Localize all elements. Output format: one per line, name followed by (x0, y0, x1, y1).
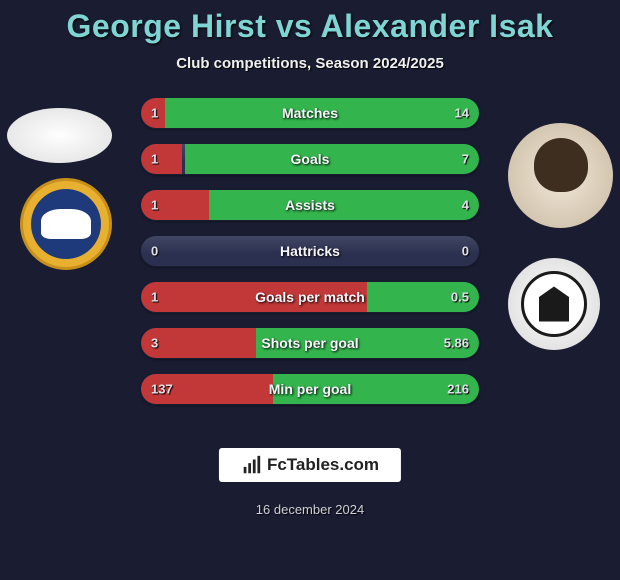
stat-label: Hattricks (280, 243, 340, 259)
stat-value-right: 216 (447, 382, 469, 397)
date-text: 16 december 2024 (256, 502, 364, 517)
club-left-badge-inner (31, 189, 101, 259)
stat-bars-container: 114Matches17Goals14Assists00Hattricks10.… (140, 97, 480, 419)
stat-value-right: 4 (462, 198, 469, 213)
stat-value-left: 1 (151, 198, 158, 213)
stat-row: 0 0 Hattricks (140, 235, 480, 267)
stat-bar-left (141, 328, 256, 358)
stat-row: 1 4 Assists (140, 189, 480, 221)
stat-value-left: 1 (151, 106, 158, 121)
stat-value-right: 0 (462, 244, 469, 259)
stat-value-left: 0 (151, 244, 158, 259)
stat-row: 1 7 Goals (140, 143, 480, 175)
player-right-avatar (508, 123, 613, 228)
stat-row: 137 216 Min per goal (140, 373, 480, 405)
chart-icon (241, 454, 263, 476)
stat-value-left: 3 (151, 336, 158, 351)
stat-value-right: 7 (462, 152, 469, 167)
stat-label: Goals per match (255, 289, 365, 305)
branding-badge: FcTables.com (219, 448, 401, 482)
player-left-avatar (7, 108, 112, 163)
club-right-badge-inner (521, 271, 587, 337)
stat-bar-left (141, 144, 182, 174)
club-left-badge (20, 178, 112, 270)
stat-value-left: 137 (151, 382, 173, 397)
stat-label: Shots per goal (261, 335, 358, 351)
stat-bar-right (185, 144, 479, 174)
page-title: George Hirst vs Alexander Isak (0, 0, 620, 45)
stat-label: Matches (282, 105, 338, 121)
stat-row: 1 14 Matches (140, 97, 480, 129)
page-subtitle: Club competitions, Season 2024/2025 (0, 55, 620, 72)
stat-row: 3 5.86 Shots per goal (140, 327, 480, 359)
stat-value-right: 5.86 (444, 336, 469, 351)
stat-bar-right (209, 190, 479, 220)
stat-row: 1 0.5 Goals per match (140, 281, 480, 313)
stat-label: Min per goal (269, 381, 351, 397)
branding-text: FcTables.com (267, 455, 379, 475)
stat-value-left: 1 (151, 152, 158, 167)
stat-label: Assists (285, 197, 335, 213)
stat-value-left: 1 (151, 290, 158, 305)
stat-label: Goals (291, 151, 330, 167)
club-right-badge (508, 258, 600, 350)
stat-value-right: 14 (455, 106, 469, 121)
stat-value-right: 0.5 (451, 290, 469, 305)
